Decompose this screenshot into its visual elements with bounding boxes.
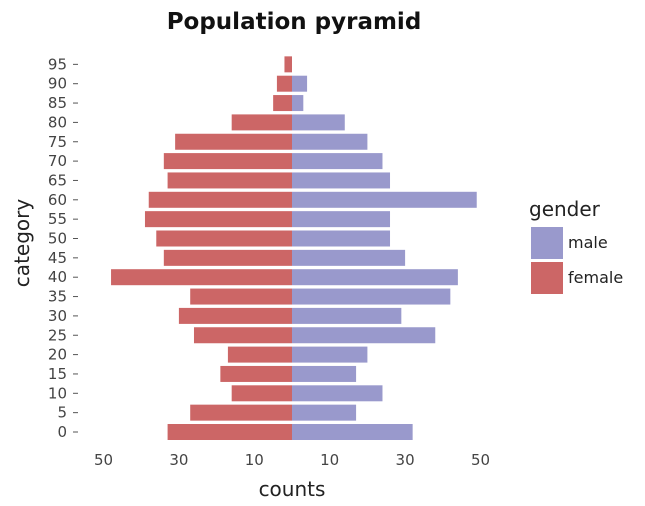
- bar-female-35: [190, 288, 292, 305]
- bar-female-80: [231, 114, 292, 131]
- bar-female-25: [193, 327, 292, 344]
- bars-group: [111, 56, 477, 440]
- y-tick-label: 55: [48, 210, 67, 228]
- bar-female-75: [175, 133, 292, 150]
- bar-male-25: [292, 327, 436, 344]
- x-tick-label: 10: [320, 451, 339, 469]
- y-tick-label: 5: [57, 404, 67, 422]
- bar-female-10: [231, 385, 292, 402]
- legend-title: gender: [529, 197, 601, 221]
- bar-female-65: [167, 172, 292, 189]
- legend-swatch-male: [531, 227, 563, 259]
- y-tick-label: 70: [48, 152, 67, 170]
- y-tick-label: 65: [48, 171, 67, 189]
- bar-female-70: [163, 153, 292, 170]
- bar-female-0: [167, 424, 292, 440]
- bar-female-30: [178, 307, 292, 324]
- bar-male-15: [292, 365, 357, 382]
- bar-male-45: [292, 249, 406, 266]
- y-tick-label: 85: [48, 94, 67, 112]
- y-tick-label: 60: [48, 191, 67, 209]
- y-axis-title: category: [10, 199, 34, 288]
- y-tick-label: 25: [48, 326, 67, 344]
- y-tick-label: 75: [48, 133, 67, 151]
- bar-male-10: [292, 385, 383, 402]
- bar-male-30: [292, 307, 402, 324]
- bar-male-40: [292, 269, 458, 286]
- bar-female-50: [156, 230, 292, 247]
- legend: gender male female: [529, 197, 623, 294]
- bar-female-40: [111, 269, 292, 286]
- bar-female-20: [227, 346, 292, 363]
- legend-label-male: male: [568, 233, 608, 252]
- bar-female-15: [220, 365, 292, 382]
- y-tick-label: 50: [48, 230, 67, 248]
- y-tick-label: 95: [48, 55, 67, 73]
- bar-male-80: [292, 114, 345, 131]
- bar-male-65: [292, 172, 391, 189]
- bar-male-85: [292, 95, 304, 112]
- bar-female-85: [273, 95, 292, 112]
- y-tick-label: 15: [48, 365, 67, 383]
- y-tick-label: 0: [57, 423, 67, 441]
- bar-female-95: [284, 56, 292, 73]
- x-tick-label: 50: [94, 451, 113, 469]
- x-tick-label: 50: [471, 451, 490, 469]
- bar-male-50: [292, 230, 391, 247]
- y-tick-label: 35: [48, 288, 67, 306]
- bar-male-75: [292, 133, 368, 150]
- bar-male-20: [292, 346, 368, 363]
- bar-male-5: [292, 404, 357, 421]
- x-axis-title: counts: [259, 477, 326, 501]
- x-tick-label: 10: [245, 451, 264, 469]
- legend-label-female: female: [568, 268, 623, 287]
- legend-swatch-female: [531, 262, 563, 294]
- y-tick-label: 45: [48, 249, 67, 267]
- bar-female-5: [190, 404, 292, 421]
- x-tick-label: 30: [169, 451, 188, 469]
- bar-female-60: [148, 191, 292, 208]
- x-tick-label: 30: [396, 451, 415, 469]
- y-tick-label: 80: [48, 113, 67, 131]
- bar-male-90: [292, 75, 308, 92]
- bar-female-90: [276, 75, 292, 92]
- y-tick-label: 90: [48, 75, 67, 93]
- x-axis-ticks: 50 30 10 10 30 50: [94, 451, 490, 469]
- y-tick-label: 30: [48, 307, 67, 325]
- bar-male-55: [292, 211, 391, 228]
- bar-male-35: [292, 288, 451, 305]
- bar-female-55: [144, 211, 292, 228]
- bar-male-0: [292, 424, 413, 440]
- y-tick-label: 10: [48, 384, 67, 402]
- y-tick-label: 20: [48, 346, 67, 364]
- bar-female-45: [163, 249, 292, 266]
- chart-title: Population pyramid: [167, 9, 422, 35]
- y-tick-label: 40: [48, 268, 67, 286]
- bar-male-70: [292, 153, 383, 170]
- bar-male-60: [292, 191, 477, 208]
